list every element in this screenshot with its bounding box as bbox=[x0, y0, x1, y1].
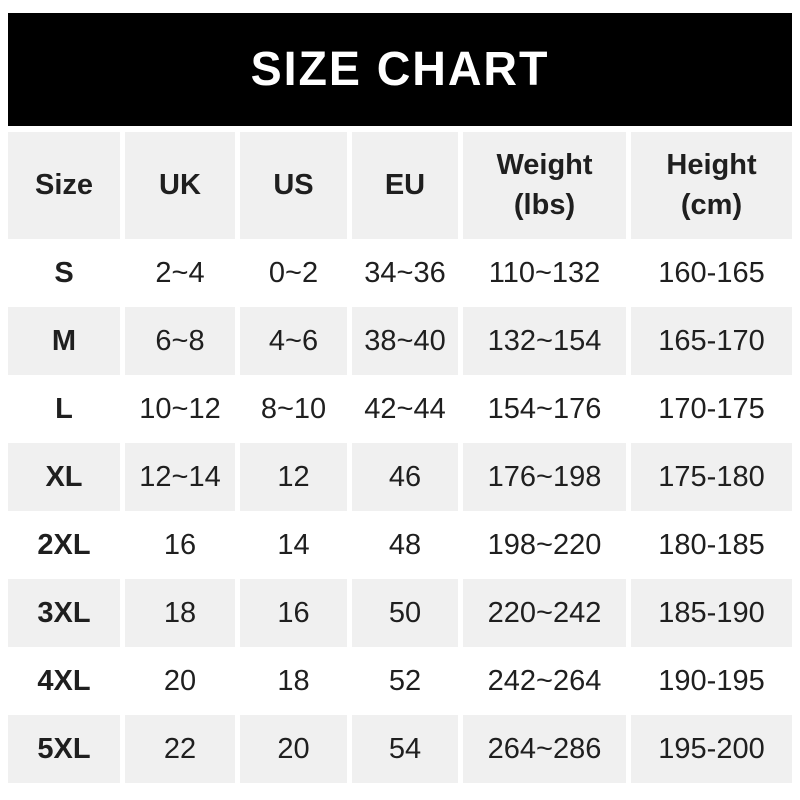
uk-cell: 22 bbox=[125, 715, 235, 783]
weight-cell: 220~242 bbox=[463, 579, 626, 647]
uk-cell: 12~14 bbox=[125, 443, 235, 511]
eu-cell: 46 bbox=[352, 443, 458, 511]
us-cell: 16 bbox=[240, 579, 347, 647]
us-cell: 18 bbox=[240, 647, 347, 715]
eu-cell: 50 bbox=[352, 579, 458, 647]
weight-cell: 154~176 bbox=[463, 375, 626, 443]
height-cell: 195-200 bbox=[631, 715, 792, 783]
column-header-us: US bbox=[240, 132, 347, 239]
us-cell: 8~10 bbox=[240, 375, 347, 443]
uk-cell: 18 bbox=[125, 579, 235, 647]
size-cell: 2XL bbox=[8, 511, 120, 579]
height-cell: 180-185 bbox=[631, 511, 792, 579]
weight-cell: 264~286 bbox=[463, 715, 626, 783]
size-cell: M bbox=[8, 307, 120, 375]
weight-cell: 198~220 bbox=[463, 511, 626, 579]
title-banner: SIZE CHART bbox=[8, 13, 792, 126]
uk-cell: 16 bbox=[125, 511, 235, 579]
weight-cell: 110~132 bbox=[463, 239, 626, 307]
size-cell: 5XL bbox=[8, 715, 120, 783]
weight-cell: 132~154 bbox=[463, 307, 626, 375]
height-cell: 175-180 bbox=[631, 443, 792, 511]
size-cell: L bbox=[8, 375, 120, 443]
column-header-size: Size bbox=[8, 132, 120, 239]
height-cell: 185-190 bbox=[631, 579, 792, 647]
column-header-height: Height (cm) bbox=[631, 132, 792, 239]
eu-cell: 38~40 bbox=[352, 307, 458, 375]
uk-cell: 20 bbox=[125, 647, 235, 715]
us-cell: 14 bbox=[240, 511, 347, 579]
uk-cell: 2~4 bbox=[125, 239, 235, 307]
column-header-uk: UK bbox=[125, 132, 235, 239]
eu-cell: 48 bbox=[352, 511, 458, 579]
height-cell: 190-195 bbox=[631, 647, 792, 715]
height-cell: 165-170 bbox=[631, 307, 792, 375]
height-cell: 160-165 bbox=[631, 239, 792, 307]
uk-cell: 6~8 bbox=[125, 307, 235, 375]
uk-cell: 10~12 bbox=[125, 375, 235, 443]
us-cell: 12 bbox=[240, 443, 347, 511]
size-cell: 4XL bbox=[8, 647, 120, 715]
eu-cell: 42~44 bbox=[352, 375, 458, 443]
us-cell: 20 bbox=[240, 715, 347, 783]
size-cell: XL bbox=[8, 443, 120, 511]
size-cell: S bbox=[8, 239, 120, 307]
weight-cell: 242~264 bbox=[463, 647, 626, 715]
eu-cell: 34~36 bbox=[352, 239, 458, 307]
eu-cell: 54 bbox=[352, 715, 458, 783]
size-table: Size UK US EU Weight (lbs) Height (cm) S… bbox=[8, 132, 792, 783]
page-title: SIZE CHART bbox=[250, 43, 550, 96]
us-cell: 4~6 bbox=[240, 307, 347, 375]
size-cell: 3XL bbox=[8, 579, 120, 647]
column-header-weight: Weight (lbs) bbox=[463, 132, 626, 239]
us-cell: 0~2 bbox=[240, 239, 347, 307]
height-cell: 170-175 bbox=[631, 375, 792, 443]
eu-cell: 52 bbox=[352, 647, 458, 715]
weight-cell: 176~198 bbox=[463, 443, 626, 511]
column-header-eu: EU bbox=[352, 132, 458, 239]
